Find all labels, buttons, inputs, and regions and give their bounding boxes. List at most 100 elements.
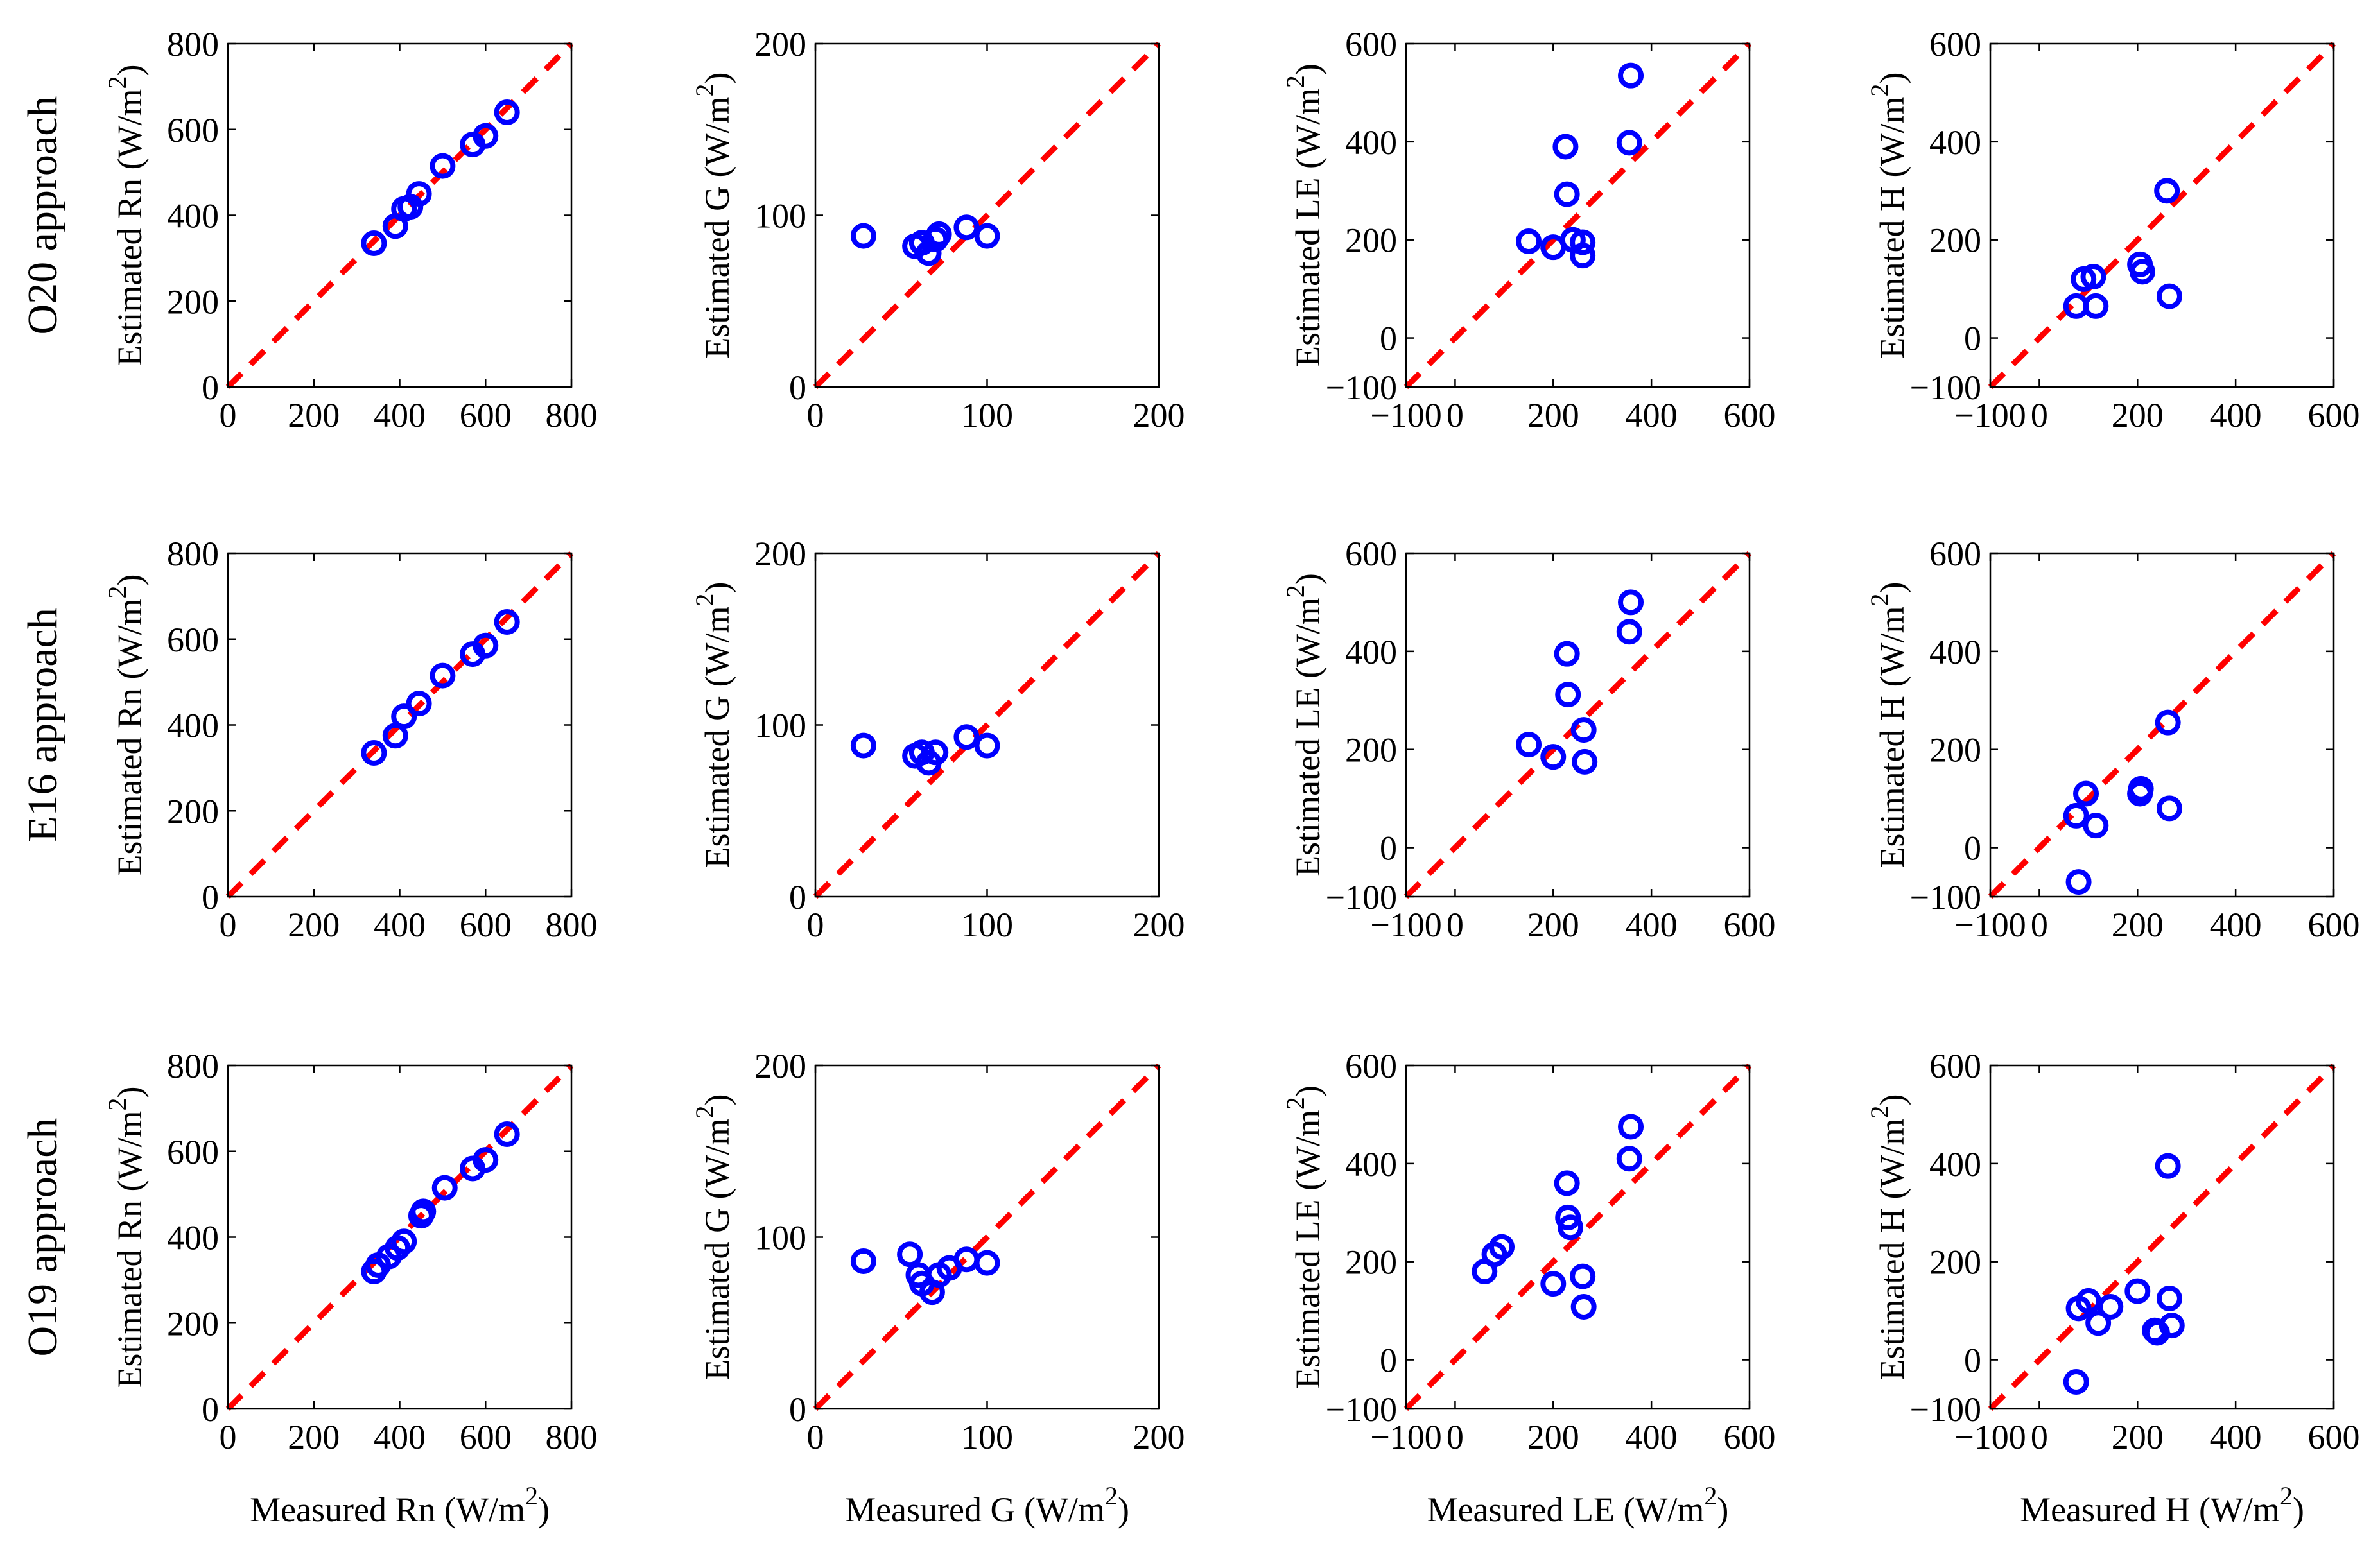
y-tick-label: 600 [1929, 535, 1981, 573]
y-tick-label: 600 [167, 1133, 219, 1171]
y-tick-label: 0 [1964, 320, 1981, 358]
x-tick-label: 0 [1446, 906, 1464, 944]
y-axis-label: Estimated H (W/m2) [1865, 1094, 1911, 1381]
x-tick-label: 200 [1133, 396, 1185, 435]
one-to-one-line [813, 551, 1161, 899]
x-tick-label: −100 [1954, 906, 2026, 944]
x-tick-label: 200 [288, 1418, 340, 1456]
data-point [2063, 802, 2089, 829]
x-tick-label: 400 [2210, 906, 2262, 944]
y-tick-label: 200 [1929, 221, 1981, 260]
data-point [1555, 682, 1581, 708]
data-point [2083, 293, 2109, 319]
data-point [953, 724, 980, 750]
data-point [2155, 1153, 2181, 1179]
data-point [1570, 229, 1596, 255]
y-axis-label: Estimated G (W/m2) [690, 73, 736, 359]
data-point [385, 1235, 411, 1261]
x-tick-label: 600 [1724, 906, 1776, 944]
y-tick-label: −100 [1910, 368, 1981, 407]
x-tick-label: 200 [1133, 906, 1185, 944]
x-tick-label: 600 [1724, 396, 1776, 435]
y-tick-label: 100 [754, 197, 806, 236]
data-point [923, 739, 949, 766]
data-point [953, 1246, 980, 1273]
y-tick-label: 0 [789, 1390, 806, 1429]
data-point [430, 153, 456, 179]
y-tick-label: −100 [1910, 1390, 1981, 1429]
y-tick-label: 600 [1345, 1047, 1397, 1085]
data-point [473, 632, 499, 659]
data-point [974, 732, 1000, 759]
y-tick-label: 200 [1345, 221, 1397, 260]
data-point [2080, 264, 2106, 290]
data-point [1570, 1294, 1597, 1320]
data-point [1540, 1271, 1567, 1297]
y-tick-label: −100 [1326, 368, 1397, 407]
data-point [1554, 641, 1580, 667]
x-tick-label: −100 [1370, 906, 1441, 944]
x-tick-label: 600 [460, 906, 512, 944]
data-point [494, 1121, 520, 1147]
y-tick-label: 400 [167, 197, 219, 236]
data-point [1616, 619, 1642, 645]
row-label-0: O20 approach [19, 96, 66, 334]
data-point [1570, 243, 1596, 269]
x-tick-label: 0 [2031, 396, 2048, 435]
data-point [2156, 1286, 2182, 1312]
x-tick-label: −100 [1370, 396, 1441, 435]
data-point [916, 240, 942, 266]
data-point [2154, 178, 2180, 204]
x-axis-label: Measured LE (W/m2) [1427, 1481, 1729, 1529]
y-tick-label: 800 [167, 1047, 219, 1085]
x-tick-label: 200 [288, 906, 340, 944]
y-tick-label: 0 [1380, 320, 1397, 358]
axes-box [1989, 42, 2335, 388]
data-point [1540, 744, 1567, 770]
y-tick-label: 0 [1380, 829, 1397, 868]
y-tick-label: 400 [1929, 633, 1981, 671]
x-tick-label: 600 [2308, 906, 2360, 944]
panel-0-1: 0 100 200 0 100 200 Estimated G (W/m2) [690, 25, 1185, 435]
data-point [850, 223, 876, 249]
data-point [1570, 1263, 1596, 1289]
x-tick-label: 200 [2112, 906, 2164, 944]
data-point [2128, 775, 2154, 802]
y-tick-label: 600 [1929, 25, 1981, 64]
data-point [1554, 1170, 1580, 1196]
y-tick-label: 200 [1929, 1243, 1981, 1282]
x-tick-label: 0 [220, 396, 237, 435]
x-tick-label: 100 [961, 396, 1013, 435]
one-to-one-line [813, 1063, 1161, 1411]
axes-box [1989, 1064, 2335, 1410]
y-tick-label: 400 [167, 707, 219, 745]
axes-box [1989, 552, 2335, 898]
x-tick-label: 0 [1446, 396, 1464, 435]
y-axis-label: Estimated G (W/m2) [690, 1094, 736, 1381]
y-tick-label: 0 [202, 878, 219, 917]
axes-box [1405, 1064, 1751, 1410]
x-tick-label: 200 [2112, 396, 2164, 435]
row-labels: O20 approach E16 approach O19 approach [19, 96, 66, 1356]
one-to-one-line [1403, 41, 1752, 390]
data-point [850, 732, 876, 759]
data-point [1618, 1114, 1644, 1140]
data-point [974, 223, 1000, 249]
data-point [2075, 1288, 2101, 1314]
x-tick-label: 100 [961, 1418, 1013, 1456]
x-tick-label: 200 [1527, 396, 1579, 435]
x-tick-label: −100 [1954, 1418, 2026, 1456]
x-axis-label: Measured H (W/m2) [2020, 1481, 2304, 1529]
x-tick-label: 0 [807, 396, 824, 435]
y-tick-label: 100 [754, 1219, 806, 1257]
x-tick-label: 800 [546, 906, 598, 944]
x-tick-label: 0 [2031, 1418, 2048, 1456]
x-tick-label: 600 [2308, 1418, 2360, 1456]
y-tick-label: 400 [1929, 123, 1981, 162]
x-tick-label: 400 [1626, 396, 1678, 435]
data-point [2065, 869, 2092, 895]
x-tick-label: 100 [961, 906, 1013, 944]
data-point [2159, 1313, 2185, 1339]
panels: 0 200 400 600 800 0 200 400 600 800 Estimated Rn (… [103, 25, 2360, 1529]
